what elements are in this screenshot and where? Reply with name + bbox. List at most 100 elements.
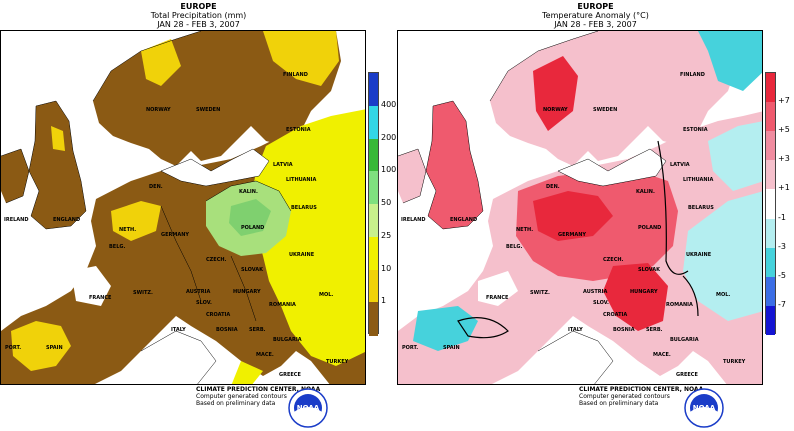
svg-text:NOAA: NOAA bbox=[297, 404, 320, 412]
label-switz: SWITZ. bbox=[133, 290, 153, 296]
britain-land bbox=[29, 101, 86, 229]
label-ukraine: UKRAINE bbox=[686, 252, 712, 258]
precip-legend-band bbox=[369, 302, 378, 336]
label-norway: NORWAY bbox=[146, 107, 171, 113]
east-cold-zone bbox=[683, 191, 762, 321]
ireland-land bbox=[1, 149, 29, 203]
temp-legend-band bbox=[766, 131, 775, 161]
biscay-sea bbox=[71, 266, 111, 306]
label-ireland: IRELAND bbox=[4, 217, 29, 223]
label-slovak: SLOVAK bbox=[638, 267, 661, 273]
label-hungary: HUNGARY bbox=[630, 289, 658, 295]
label-england: ENGLAND bbox=[450, 217, 477, 223]
temp-legend-band bbox=[766, 247, 775, 278]
precip-credit: CLIMATE PREDICTION CENTER, NOAA Computer… bbox=[196, 386, 320, 407]
label-france: FRANCE bbox=[486, 295, 509, 301]
temp-legend-tick: -7 bbox=[778, 299, 786, 309]
coastlines bbox=[398, 31, 667, 384]
precip-legend-tick: 10 bbox=[381, 263, 392, 273]
label-ukraine: UKRAINE bbox=[289, 252, 315, 258]
label-belg: BELG. bbox=[506, 244, 523, 250]
temp-legend-band bbox=[766, 218, 775, 249]
label-poland: POLAND bbox=[638, 225, 661, 231]
temp-legend-tick: +7 bbox=[778, 96, 790, 106]
label-italy: ITALY bbox=[171, 327, 186, 333]
label-mace: MACE. bbox=[653, 352, 671, 358]
svg-text:NOAA: NOAA bbox=[693, 404, 716, 412]
temp-legend: +7 +5 +3 +1 -1 -3 -5 -7 bbox=[763, 72, 794, 336]
temp-country-labels: NORWAY SWEDEN FINLAND ESTONIA LATVIA LIT… bbox=[401, 72, 746, 378]
precipitation-panel: EUROPE Total Precipitation (mm) JAN 28 -… bbox=[0, 2, 397, 428]
label-serbia: SERB. bbox=[646, 327, 663, 333]
label-slovak: SLOVAK bbox=[241, 267, 264, 273]
baltic-sea bbox=[161, 149, 269, 186]
precip-legend-tick: 100 bbox=[381, 165, 397, 175]
label-mold: MOL. bbox=[319, 292, 333, 298]
label-serbia: SERB. bbox=[249, 327, 266, 333]
label-croatia: CROATIA bbox=[603, 312, 627, 318]
precip-legend-bar bbox=[368, 72, 379, 336]
label-latvia: LATVIA bbox=[273, 162, 293, 168]
label-latvia: LATVIA bbox=[670, 162, 690, 168]
label-turkey: TURKEY bbox=[723, 359, 746, 365]
label-estonia: ESTONIA bbox=[286, 127, 311, 133]
label-france: FRANCE bbox=[89, 295, 112, 301]
greece-precip-zone bbox=[231, 361, 263, 384]
label-sweden: SWEDEN bbox=[196, 107, 220, 113]
label-bulgaria: BULGARIA bbox=[273, 337, 302, 343]
label-slov: SLOV. bbox=[196, 300, 212, 306]
temp-map-dates: JAN 28 - FEB 3, 2007 bbox=[554, 20, 637, 29]
precip-legend-band bbox=[369, 171, 378, 205]
precipitation-map: NORWAY SWEDEN FINLAND ESTONIA LATVIA LIT… bbox=[0, 30, 366, 385]
label-belarus: BELARUS bbox=[688, 205, 714, 211]
temp-legend-bar bbox=[765, 72, 776, 336]
precip-legend-tick: 400 bbox=[381, 99, 397, 109]
precip-legend-band bbox=[369, 105, 378, 139]
norway-precip-zone bbox=[141, 39, 181, 86]
label-denmark: DEN. bbox=[149, 184, 163, 190]
germany-warm-core bbox=[533, 191, 613, 241]
iberia-cold-zone bbox=[413, 306, 478, 351]
label-port: PORT. bbox=[5, 345, 21, 351]
precip-legend-band bbox=[369, 138, 378, 172]
label-mace: MACE. bbox=[256, 352, 274, 358]
baltic-states-cold-zone bbox=[708, 121, 762, 191]
label-spain: SPAIN bbox=[443, 345, 460, 351]
temp-legend-band bbox=[766, 305, 775, 336]
precip-legend-tick: 200 bbox=[381, 132, 397, 142]
precip-country-labels: NORWAY SWEDEN FINLAND ESTONIA LATVIA LIT… bbox=[4, 72, 349, 378]
noaa-logo: NOAA bbox=[288, 388, 328, 428]
label-hungary: HUNGARY bbox=[233, 289, 261, 295]
precip-legend-band bbox=[369, 204, 378, 238]
temp-legend-tick: -5 bbox=[778, 270, 786, 280]
noaa-logo: NOAA bbox=[684, 388, 724, 428]
mediterranean-sea bbox=[538, 331, 613, 384]
temperature-map: NORWAY SWEDEN FINLAND ESTONIA LATVIA LIT… bbox=[397, 30, 763, 385]
label-kalin: KALIN. bbox=[239, 189, 258, 195]
label-austria: AUSTRIA bbox=[186, 289, 210, 295]
precip-map-subtitle: Total Precipitation (mm) bbox=[150, 11, 247, 20]
scotland-precip-zone bbox=[51, 126, 65, 151]
label-neth: NETH. bbox=[119, 227, 136, 233]
label-kalin: KALIN. bbox=[636, 189, 655, 195]
label-croatia: CROATIA bbox=[206, 312, 230, 318]
baltic-sea bbox=[558, 149, 666, 186]
temp-legend-band bbox=[766, 189, 775, 220]
credit-line-2: Computer generated contours bbox=[579, 393, 670, 400]
precip-legend: 400 200 100 50 25 10 1 bbox=[366, 72, 397, 336]
label-norway: NORWAY bbox=[543, 107, 568, 113]
label-greece: GREECE bbox=[279, 372, 301, 378]
precip-legend-tick: 1 bbox=[381, 296, 387, 306]
label-romania: ROMANIA bbox=[666, 302, 693, 308]
temp-legend-tick: +3 bbox=[778, 154, 790, 164]
benelux-precip-zone bbox=[111, 201, 161, 241]
temp-legend-band bbox=[766, 160, 775, 190]
label-czech: CZECH. bbox=[206, 257, 227, 263]
temp-map-title: EUROPE bbox=[577, 2, 614, 11]
precip-legend-tick: 50 bbox=[381, 198, 392, 207]
temp-legend-band bbox=[766, 276, 775, 307]
label-greece: GREECE bbox=[676, 372, 698, 378]
iberia-precip-zone bbox=[11, 321, 71, 371]
precip-legend-band bbox=[369, 73, 378, 107]
label-lithuania: LITHUANIA bbox=[683, 177, 713, 183]
